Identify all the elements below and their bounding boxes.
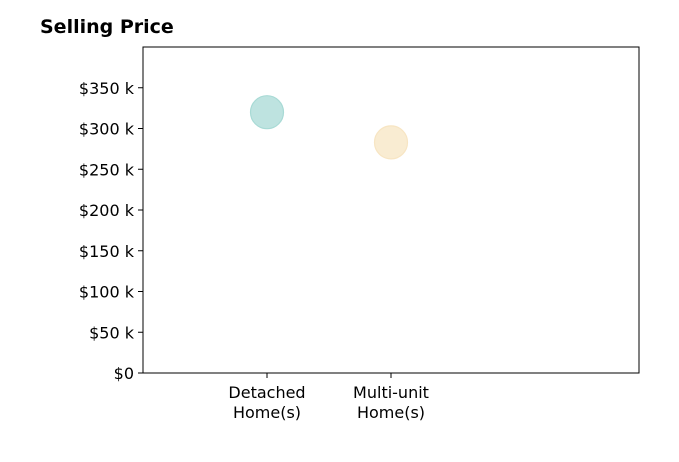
data-point: [373, 125, 409, 160]
y-tick-label: $100 k: [79, 283, 135, 302]
y-tick-label: $350 k: [79, 79, 135, 98]
x-axis: Detached Home(s) Multi-unit Home(s): [228, 373, 429, 422]
y-tick-label: $200 k: [79, 201, 135, 220]
x-tick-label: Detached Home(s): [228, 383, 305, 422]
data-points: [249, 95, 409, 160]
chart-title: Selling Price: [40, 16, 174, 38]
y-tick-label: $300 k: [79, 120, 135, 139]
x-tick-label: Multi-unit Home(s): [353, 383, 429, 422]
y-tick-label: $50 k: [89, 323, 135, 342]
y-tick-label: $150 k: [79, 242, 135, 261]
data-point: [249, 95, 285, 130]
y-tick-label: $0: [114, 364, 134, 383]
plot-area: [142, 46, 640, 374]
y-tick-label: $250 k: [79, 160, 135, 179]
y-axis: $0 $50 k $100 k $150 k $200 k $250 k $300 k $35…: [79, 79, 143, 383]
